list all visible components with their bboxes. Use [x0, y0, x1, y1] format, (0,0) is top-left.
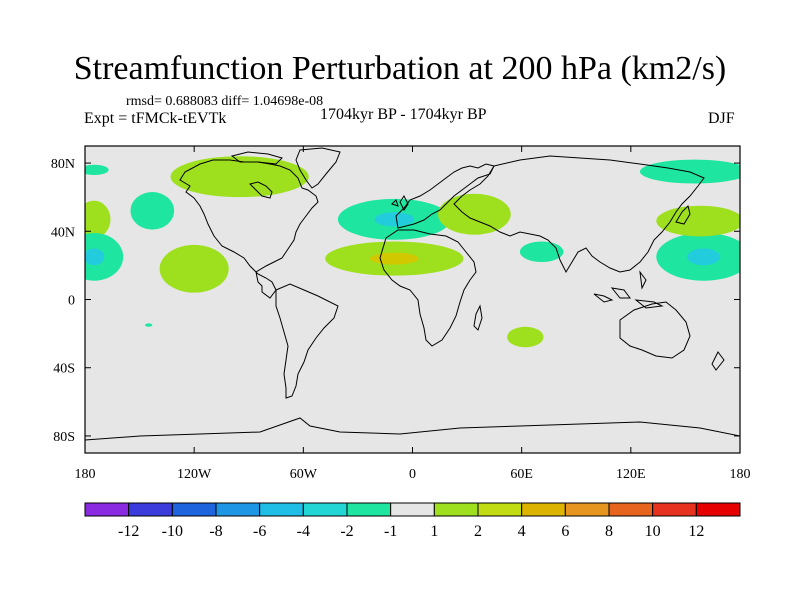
- period-label: 1704kyr BP - 1704kyr BP: [320, 106, 487, 123]
- colorbar-swatch: [128, 502, 173, 517]
- british-isles-coast: [391, 195, 409, 211]
- x-tick-label: 0: [409, 467, 416, 482]
- x-tick-label: 120E: [616, 467, 646, 482]
- europe-coast: [395, 163, 495, 229]
- x-tick-label: 180: [730, 467, 751, 482]
- colorbar-swatch: [652, 502, 697, 517]
- colorbar-swatch: [215, 502, 261, 517]
- anomaly-core-4: [85, 248, 105, 266]
- australia-coast: [619, 301, 691, 359]
- anomaly-region-11: [145, 323, 153, 327]
- x-tick-label: 60W: [290, 467, 318, 482]
- japan-coast: [675, 205, 691, 225]
- colorbar-swatch: [608, 502, 654, 517]
- anomaly-region-5: [85, 164, 109, 175]
- x-tick-label: 120W: [177, 467, 212, 482]
- colorbar: [84, 502, 741, 517]
- y-tick-label: 0: [68, 294, 75, 309]
- y-tick-label: 80S: [53, 430, 75, 445]
- colorbar-swatch: [477, 502, 523, 517]
- experiment-label: Expt = tFMCk-tEVTk: [84, 110, 227, 127]
- colorbar-level-label: 8: [605, 523, 613, 540]
- anomaly-region-2: [159, 244, 229, 293]
- season-label: DJF: [708, 110, 735, 127]
- colorbar-swatch: [259, 502, 304, 517]
- x-tick-label: 180: [75, 467, 96, 482]
- antarctica-coast: [85, 417, 740, 441]
- colorbar-labels: -12 -10 -8 -6 -4 -2 -1 1 2 4 6 8 10 12: [118, 523, 704, 540]
- coastlines: [85, 147, 740, 441]
- colorbar-swatch: [171, 502, 217, 517]
- anomaly-core-6: [374, 212, 415, 227]
- colorbar-level-label: 4: [518, 523, 526, 540]
- hudson-bay-coast: [249, 181, 273, 199]
- madagascar-coast: [473, 304, 483, 331]
- y-tick-label: 80N: [51, 157, 75, 172]
- colorbar-swatch: [346, 502, 392, 517]
- anomaly-region-0: [170, 156, 309, 198]
- anomaly-region-1: [130, 192, 175, 230]
- greenland-coast: [295, 147, 341, 189]
- anomaly-region-8: [437, 193, 511, 235]
- arctic-islands-coast: [230, 151, 283, 165]
- y-tick-label: 40S: [53, 362, 75, 377]
- colorbar-level-label: 1: [430, 523, 438, 540]
- rmsd-diff-stats: rmsd= 0.688083 diff= 1.04698e-08: [126, 94, 324, 109]
- colorbar-swatch: [302, 502, 348, 517]
- colorbar-swatch: [433, 502, 479, 517]
- anomaly-region-14: [639, 159, 740, 184]
- colorbar-level-label: 6: [561, 523, 569, 540]
- x-axis: 180 120W 60W 0 60E 120E 180: [75, 146, 751, 482]
- colorbar-swatch: [564, 502, 610, 517]
- asia-coast: [453, 155, 705, 274]
- anomaly-field: [85, 156, 740, 348]
- colorbar-level-label: 10: [645, 523, 661, 540]
- anomaly-core-12: [687, 248, 721, 266]
- plot-title: Streamfunction Perturbation at 200 hPa (…: [73, 50, 727, 87]
- anomaly-region-9: [519, 241, 564, 262]
- colorbar-level-label: -1: [384, 523, 397, 540]
- anomaly-region-13: [656, 205, 740, 237]
- y-tick-label: 40N: [51, 225, 75, 240]
- south-america-coast: [275, 283, 339, 399]
- colorbar-level-label: -4: [297, 523, 310, 540]
- colorbar-swatch: [695, 502, 741, 517]
- x-tick-label: 60E: [510, 467, 533, 482]
- north-america-coast: [179, 159, 319, 299]
- anomaly-region-10: [507, 326, 544, 348]
- colorbar-level-label: -10: [162, 523, 183, 540]
- new-zealand-coast: [711, 351, 725, 371]
- colorbar-level-label: -2: [340, 523, 353, 540]
- colorbar-swatch: [521, 502, 566, 517]
- map-background: [85, 146, 740, 453]
- anomaly-region-3: [85, 200, 111, 239]
- colorbar-swatch: [84, 502, 130, 517]
- colorbar-level-label: -6: [253, 523, 266, 540]
- maritime-continent-coast: [593, 270, 664, 309]
- colorbar-level-label: 12: [688, 523, 704, 540]
- colorbar-level-label: -8: [209, 523, 222, 540]
- y-axis: 80N 40N 0 40S 80S: [51, 157, 740, 445]
- africa-coast: [379, 229, 477, 347]
- colorbar-swatch: [390, 502, 435, 517]
- anomaly-core-7: [370, 252, 419, 265]
- colorbar-level-label: -12: [118, 523, 139, 540]
- colorbar-level-label: 2: [474, 523, 482, 540]
